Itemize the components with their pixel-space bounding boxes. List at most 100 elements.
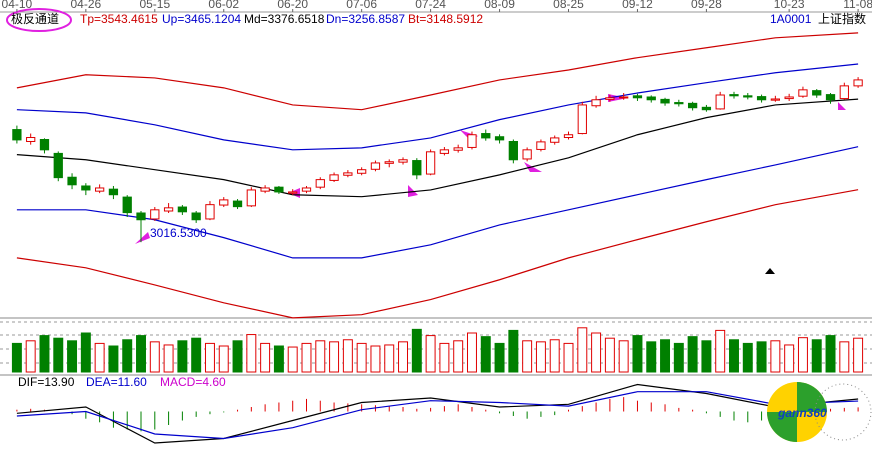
logo-sector [797,382,827,412]
candle-body [288,191,298,194]
volume-bar [701,340,712,373]
logo: gann360 [767,382,872,442]
volume-bar [604,337,615,373]
candle-body [191,212,201,221]
logo-text: gann360 [777,406,827,420]
chart-title: 极反通道 [11,12,59,26]
x-tick-label: 07-24 [415,0,446,11]
candle-body [439,149,450,154]
candle-body [467,134,477,148]
candle-body [522,149,532,160]
candle-body [563,134,574,139]
volume-bar [273,345,284,373]
candle-body [729,94,739,97]
volume-bar [301,342,312,373]
volume-bar [122,339,133,373]
volume-bar [439,342,450,373]
candle-body [95,187,105,192]
candle-body [398,159,408,163]
candle-body [825,94,836,101]
candle-body [219,199,229,206]
volume-bar [742,342,753,373]
legend-label: Bt=3148.5912 [408,12,483,26]
volume-bar [356,342,367,373]
volume-bar [204,342,215,373]
candle-body [756,96,767,101]
volume-bar [494,342,505,373]
candle-body [384,161,394,164]
candle-body [701,106,712,111]
volume-bar [687,336,698,373]
candle-body [53,152,63,179]
candle-body [163,207,174,212]
volume-bar [673,342,684,373]
candle-body [39,138,50,151]
volume-bar [825,335,836,373]
volume-bar [315,340,326,373]
candle-body [798,89,808,97]
legend-label: Up=3465.1204 [162,12,241,26]
volume-bar [632,335,643,373]
candle-body [122,196,132,214]
volume-bar [80,332,91,373]
low-annotation: 3016.5300 [150,226,207,240]
volume-bar [522,340,533,373]
candle-body [646,96,656,101]
legend-label: DEA=11.60 [86,375,147,389]
x-tick-label: 08-09 [484,0,515,11]
volume-bar [591,332,602,373]
candle-body [357,169,367,174]
candle-body [453,147,463,151]
legend-label: DIF=13.90 [18,375,75,389]
legend-label: MACD=4.60 [160,375,226,389]
x-tick-label: 05-15 [139,0,170,11]
band-line [16,98,859,198]
volume-bar [398,341,409,373]
volume-bar [425,335,436,373]
candle-body [853,79,863,87]
macd-line [16,383,859,444]
volume-bar [466,332,477,373]
candle-body [619,96,629,99]
candle-body [81,185,91,191]
volume-bar [191,337,202,373]
volume-bar [784,344,795,373]
volume-bar [508,329,519,373]
volume-bar [797,337,808,373]
x-tick-label: 10-23 [774,0,805,11]
candle-body [425,151,436,175]
volume-bar [756,341,767,373]
volume-bar [25,340,36,373]
logo-sector [767,412,797,442]
candle-body [812,90,822,96]
candle-body [329,174,339,181]
x-tick-label: 07-06 [346,0,377,11]
candle-body [150,209,160,220]
candle-body [784,96,794,100]
volume-bar [453,340,464,373]
volume-bar [549,339,560,373]
index-code: 1A0001 [770,12,812,26]
candle-body [591,99,601,107]
candle-body [205,204,215,220]
volume-bar [370,345,381,373]
volume-bar [232,340,243,373]
candle-body [494,136,505,141]
candle-body [232,200,243,208]
candle-body [260,187,270,192]
legend-label: Dn=3256.8587 [326,12,405,26]
volume-bar [660,339,671,373]
x-tick-label: 09-28 [691,0,722,11]
volume-bar [11,342,22,373]
candle-body [370,162,381,170]
candle-body [839,85,849,100]
title-ring [6,8,72,32]
candle-body [412,160,422,176]
legend-label: Md=3376.6518 [244,12,325,26]
candle-body [743,95,753,98]
candle-body [550,137,560,143]
volume-bar [94,342,105,373]
x-tick-label: 06-02 [208,0,239,11]
volume-bar [39,335,50,373]
